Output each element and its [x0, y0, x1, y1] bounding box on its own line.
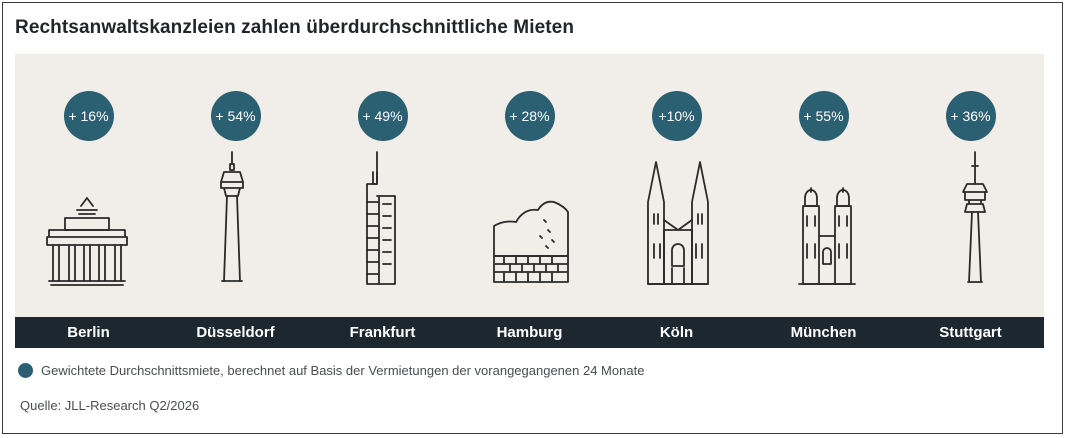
- change-bubble: + 55%: [798, 91, 849, 141]
- city-band: Berlin Düsseldorf Frankfurt Hamburg Köln Münc…: [15, 317, 1044, 348]
- city-label: Frankfurt: [349, 324, 416, 341]
- fernsehturm-icon: [962, 151, 988, 283]
- change-bubble: + 49%: [357, 91, 408, 141]
- chart-title: Rechtsanwaltskanzleien zahlen überdurchs…: [15, 17, 575, 38]
- city-label: Berlin: [67, 324, 110, 341]
- elbphilharmonie-icon: [493, 200, 569, 283]
- city-label: Düsseldorf: [196, 324, 275, 341]
- city-label: Stuttgart: [939, 324, 1002, 341]
- frauenkirche-icon: [798, 187, 856, 285]
- commerzbank-tower-icon: [366, 151, 396, 285]
- legend: Gewichtete Durchschnittsmiete, berechnet…: [18, 363, 644, 378]
- city-label: Hamburg: [496, 324, 563, 341]
- city-label: Köln: [659, 324, 694, 341]
- change-bubble: + 36%: [945, 91, 996, 141]
- city-label: München: [790, 324, 857, 341]
- legend-dot-icon: [18, 363, 33, 378]
- cologne-cathedral-icon: [647, 161, 709, 285]
- change-bubbles: + 16% + 54% + 49% + 28% +10% + 55% + 36%: [15, 54, 1044, 317]
- landmark-icons: [46, 151, 988, 286]
- change-bubble: + 28%: [504, 91, 555, 141]
- change-bubble: + 16%: [63, 91, 114, 141]
- rheinturm-icon: [220, 151, 244, 282]
- change-bubble: +10%: [651, 91, 702, 141]
- legend-label: Gewichtete Durchschnittsmiete, berechnet…: [41, 363, 645, 378]
- brandenburg-gate-icon: [46, 197, 128, 286]
- change-bubble: + 54%: [210, 91, 261, 141]
- source-note: Quelle: JLL-Research Q2/2026: [20, 398, 200, 413]
